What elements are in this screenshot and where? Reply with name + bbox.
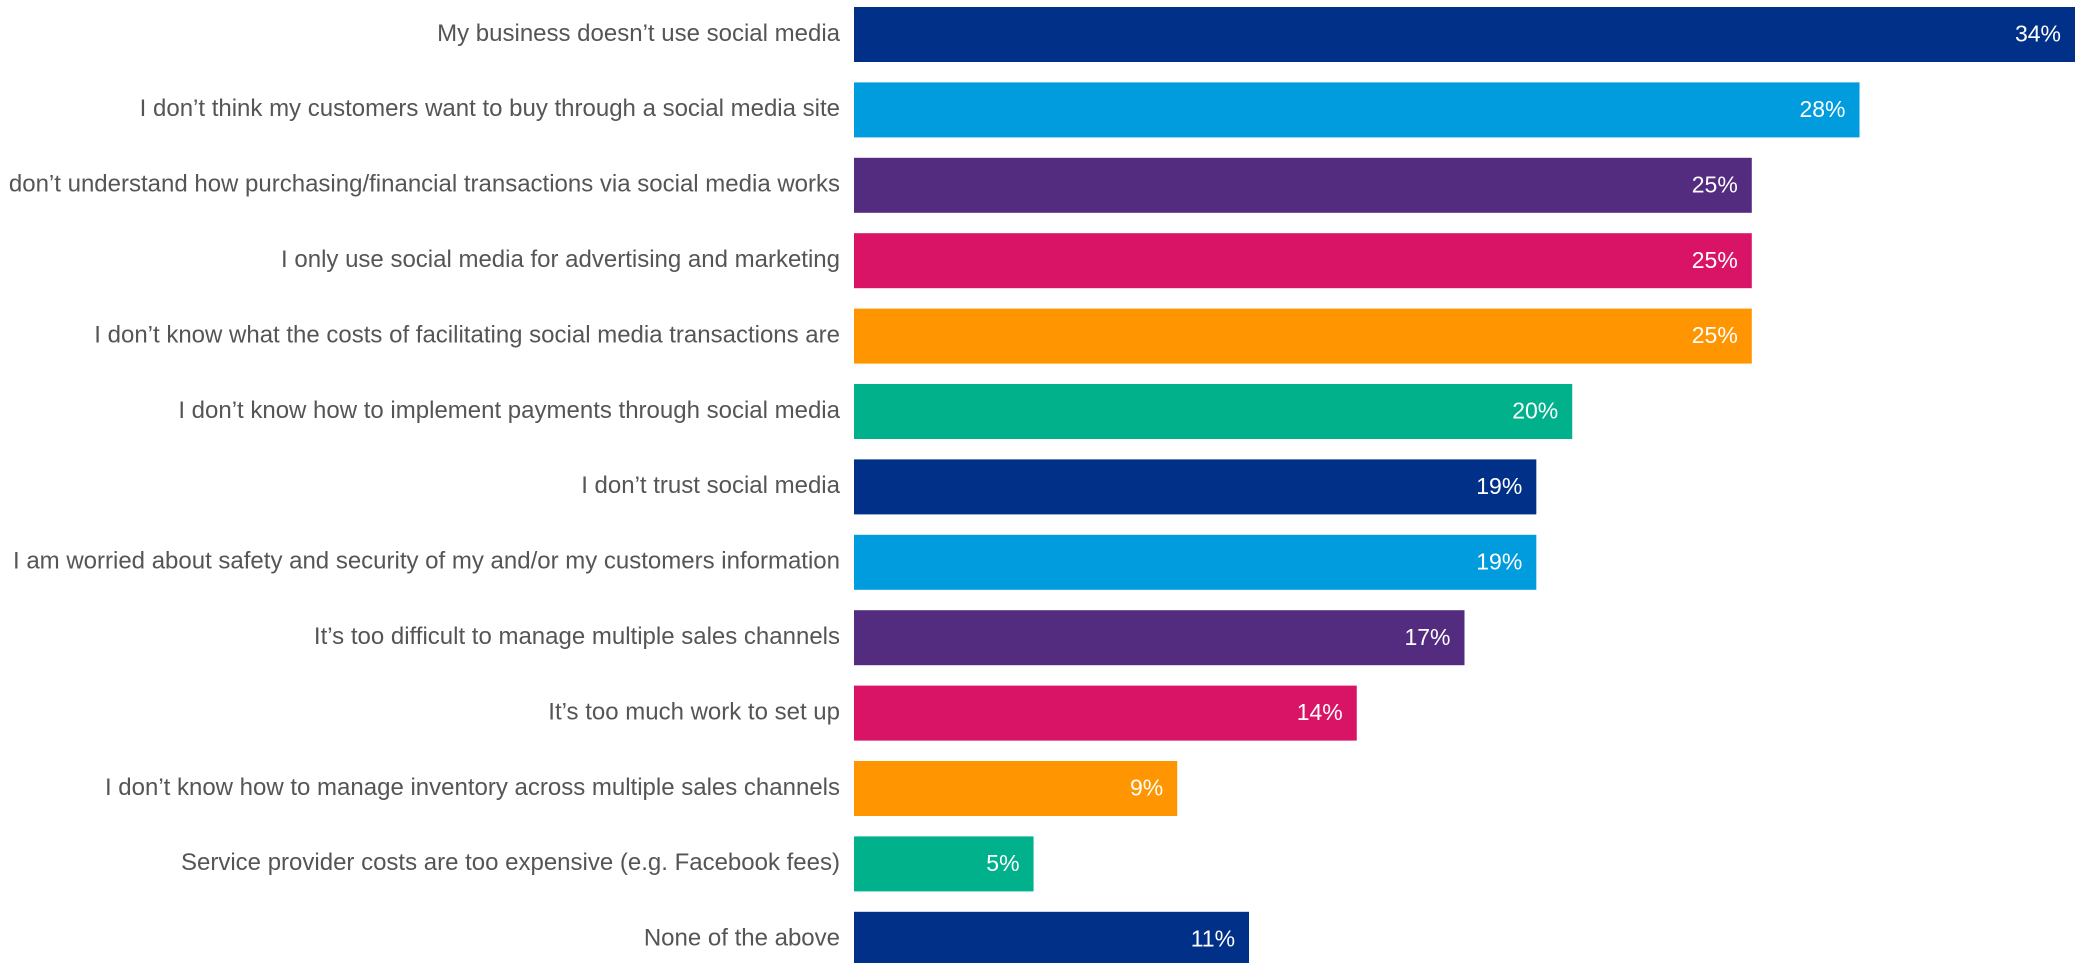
category-label: None of the above [644, 925, 840, 952]
category-label: I don’t trust social media [581, 472, 840, 499]
data-label: 34% [2015, 21, 2061, 47]
data-label: 11% [1191, 925, 1235, 951]
category-label: I don’t understand how purchasing/financ… [0, 171, 840, 198]
bar [854, 157, 1752, 213]
value-labels: 34% 28% 25% 25% 25% 20% 19% 19% 17% 14% 9% 5% 11% [986, 21, 2061, 952]
bar [854, 384, 1573, 439]
bars [854, 7, 2075, 963]
bar [854, 610, 1465, 666]
data-label: 9% [1130, 775, 1163, 801]
bar [854, 459, 1537, 515]
data-label: 17% [1404, 624, 1450, 650]
data-label: 25% [1692, 171, 1738, 197]
bar [854, 836, 1034, 892]
category-label: I don’t know how to manage inventory acr… [105, 774, 840, 801]
bar [854, 233, 1752, 289]
category-label: I don’t know what the costs of facilitat… [94, 321, 840, 348]
bar [854, 685, 1357, 741]
bar [854, 911, 1250, 963]
data-label: 19% [1476, 473, 1522, 499]
category-label: It’s too difficult to manage multiple sa… [314, 623, 840, 650]
category-label: Service provider costs are too expensive… [181, 849, 840, 876]
data-label: 28% [1799, 96, 1845, 122]
category-label: My business doesn’t use social media [437, 20, 841, 47]
category-label: I only use social media for advertising … [281, 246, 840, 273]
bar [854, 82, 1860, 138]
bar [854, 534, 1537, 590]
data-label: 14% [1297, 699, 1343, 725]
data-label: 25% [1692, 247, 1738, 273]
data-label: 20% [1512, 398, 1558, 424]
data-label: 5% [986, 850, 1019, 876]
bar [854, 761, 1178, 816]
category-label: I don’t think my customers want to buy t… [140, 95, 840, 122]
data-label: 19% [1476, 548, 1522, 574]
category-labels: My business doesn’t use social media I do… [0, 20, 841, 952]
category-label: I don’t know how to implement payments t… [178, 397, 840, 424]
bar [854, 308, 1752, 364]
category-label: It’s too much work to set up [548, 698, 840, 725]
bar [854, 7, 2075, 62]
category-label: I am worried about safety and security o… [13, 548, 840, 575]
data-label: 25% [1692, 322, 1738, 348]
